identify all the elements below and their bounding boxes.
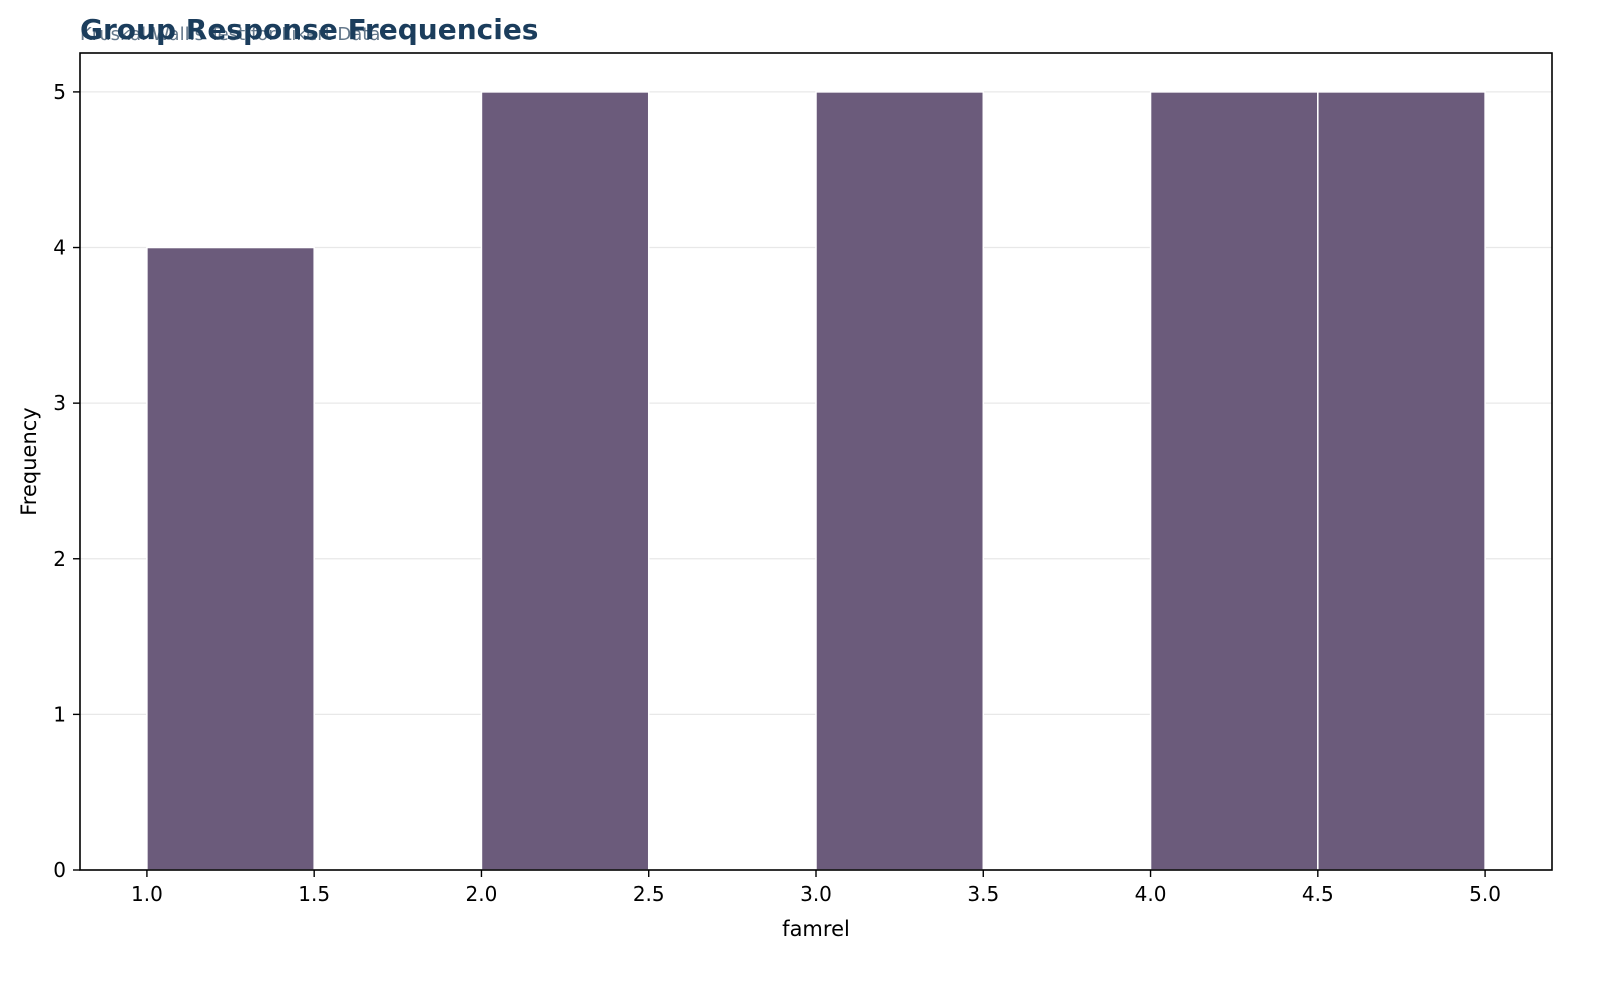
- y-axis-label: Frequency: [17, 407, 41, 516]
- bars-layer: [146, 91, 1486, 871]
- x-tick-label: 4.0: [1135, 882, 1167, 906]
- x-tick-label: 3.0: [800, 882, 832, 906]
- ticks-layer: 1.0 1.5 2.0 2.5 3.0 3.5 4.0 4.5 5.0 0 1 2 3 4 5: [53, 80, 1501, 906]
- x-tick-label: 2.0: [466, 882, 498, 906]
- y-tick-label: 1: [53, 702, 66, 726]
- y-tick-label: 0: [53, 858, 66, 882]
- x-axis-label: famrel: [782, 917, 850, 941]
- x-tick-label: 5.0: [1469, 882, 1501, 906]
- x-tick-label: 2.5: [633, 882, 665, 906]
- x-tick-label: 1.5: [298, 882, 330, 906]
- x-tick-label: 3.5: [967, 882, 999, 906]
- y-tick-label: 3: [53, 391, 66, 415]
- chart-subtitle: Kruskal-Wallis Test for Likert Data: [80, 24, 380, 45]
- histogram-bar: [480, 91, 650, 871]
- x-tick-label: 4.5: [1302, 882, 1334, 906]
- chart-title: Group Response Frequencies: [80, 13, 538, 46]
- x-tick-label: 1.0: [131, 882, 163, 906]
- y-tick-label: 4: [53, 236, 66, 260]
- histogram-bar: [815, 91, 985, 871]
- histogram-bar: [146, 246, 315, 871]
- histogram-bar: [1149, 91, 1319, 871]
- y-tick-label: 5: [53, 80, 66, 104]
- y-tick-label: 2: [53, 547, 66, 571]
- histogram-bar: [1317, 91, 1486, 871]
